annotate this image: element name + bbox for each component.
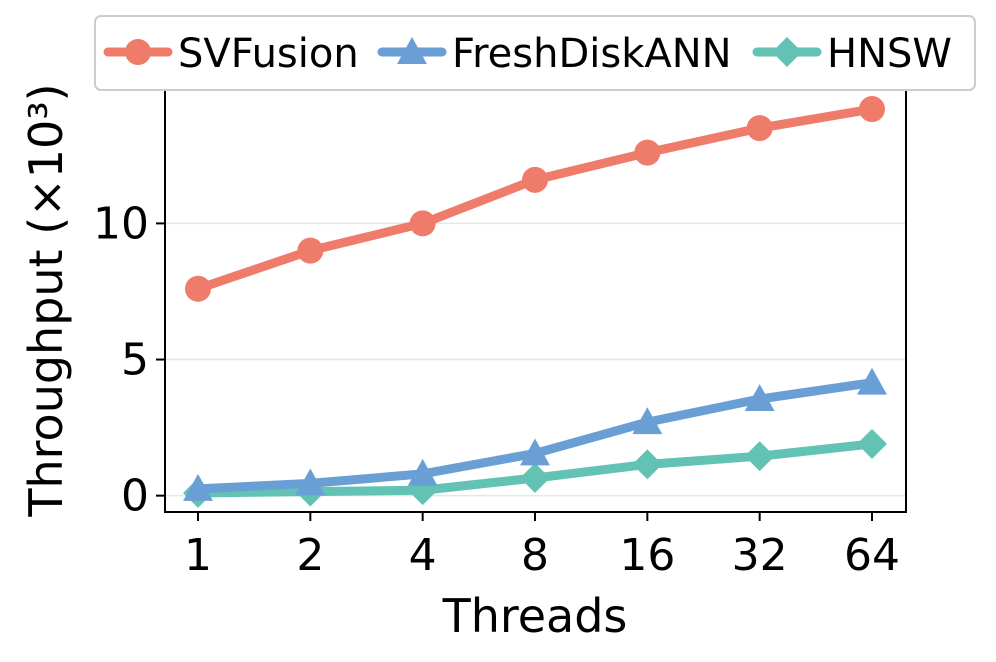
legend: SVFusion FreshDiskANN HNSW [94, 15, 976, 91]
data-point-svfusion [409, 210, 436, 237]
series-svfusion [185, 96, 885, 302]
legend-label: FreshDiskANN [452, 31, 732, 77]
x-tick-label: 1 [184, 530, 212, 581]
data-point-svfusion [185, 275, 211, 302]
data-point-freshdiskann [407, 458, 438, 486]
x-tick-label: 8 [521, 530, 549, 581]
x-tick-label: 2 [296, 530, 324, 581]
data-point-freshdiskann [295, 468, 326, 496]
y-tick-label: 10 [93, 198, 149, 249]
series-line-svfusion [193, 104, 877, 294]
legend-label: SVFusion [178, 31, 359, 77]
data-point-svfusion [522, 166, 548, 193]
series-layer [183, 96, 887, 508]
data-point-freshdiskann [744, 384, 775, 411]
data-point-freshdiskann [857, 367, 887, 395]
data-point-freshdiskann [183, 473, 213, 501]
legend-item-svfusion: SVFusion [103, 31, 359, 77]
legend-item-freshdiskann: FreshDiskANN [377, 31, 732, 77]
x-axis-label: Threads [442, 589, 628, 643]
legend-item-hnsw: HNSW [752, 31, 952, 77]
y-axis-label: Throughput (×10³) [19, 83, 73, 517]
x-tick-label: 64 [844, 530, 900, 581]
data-point-svfusion [634, 139, 661, 166]
series-freshdiskann [183, 367, 887, 501]
data-point-svfusion [297, 237, 324, 264]
data-point-svfusion [859, 96, 885, 123]
x-axis: 1 2 4 8 16 32 64 [184, 512, 900, 581]
y-tick-label: 0 [121, 471, 149, 522]
data-point-svfusion [746, 115, 773, 142]
legend-marker [125, 39, 151, 65]
y-tick-label: 5 [121, 335, 149, 386]
legend-label: HNSW [827, 31, 952, 77]
x-tick-label: 32 [732, 530, 788, 581]
data-point-hnsw [520, 463, 550, 493]
x-tick-label: 16 [619, 530, 675, 581]
legend-marker [772, 37, 802, 67]
legend-marker [397, 37, 427, 64]
data-point-freshdiskann [632, 407, 663, 435]
data-point-hnsw [857, 428, 887, 459]
y-axis: 0 5 10 [93, 198, 165, 522]
data-point-hnsw [632, 449, 663, 480]
x-tick-label: 4 [409, 530, 437, 581]
data-point-freshdiskann [520, 438, 550, 466]
data-point-hnsw [744, 441, 775, 472]
legend-box [94, 15, 976, 91]
